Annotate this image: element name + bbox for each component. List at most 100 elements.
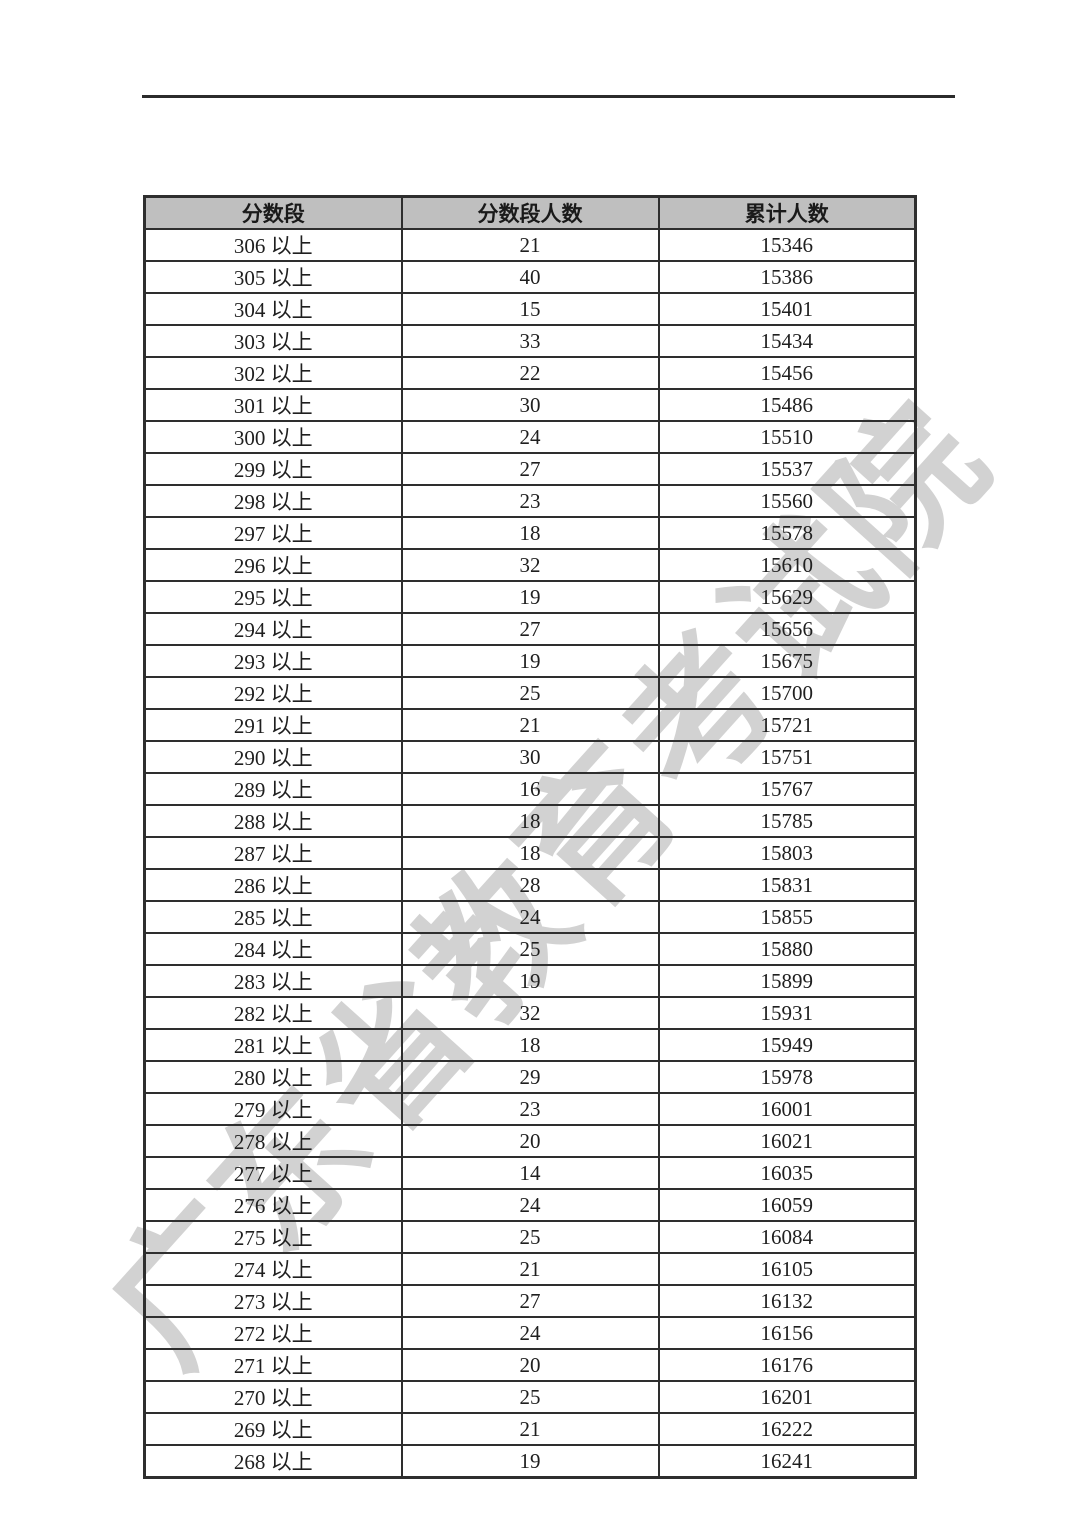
table-row: 295 以上 19 15629 <box>143 580 917 614</box>
cell-cumulative-count: 15899 <box>657 964 917 998</box>
cell-score-band: 287 以上 <box>143 836 403 870</box>
table-row: 281 以上 18 15949 <box>143 1028 917 1062</box>
cell-cumulative-count: 15700 <box>657 676 917 710</box>
table-row: 277 以上 14 16035 <box>143 1156 917 1190</box>
cell-score-band: 296 以上 <box>143 548 403 582</box>
table-row: 279 以上 23 16001 <box>143 1092 917 1126</box>
header-score-band: 分数段 <box>143 195 403 230</box>
cell-score-band: 290 以上 <box>143 740 403 774</box>
table-row: 306 以上 21 15346 <box>143 228 917 262</box>
table-row: 282 以上 32 15931 <box>143 996 917 1030</box>
cell-cumulative-count: 15855 <box>657 900 917 934</box>
cell-cumulative-count: 15751 <box>657 740 917 774</box>
table-row: 275 以上 25 16084 <box>143 1220 917 1254</box>
table-row: 301 以上 30 15486 <box>143 388 917 422</box>
cell-band-count: 25 <box>400 1220 660 1254</box>
cell-cumulative-count: 15578 <box>657 516 917 550</box>
cell-band-count: 25 <box>400 1380 660 1414</box>
cell-cumulative-count: 15656 <box>657 612 917 646</box>
cell-cumulative-count: 15831 <box>657 868 917 902</box>
cell-score-band: 306 以上 <box>143 228 403 262</box>
table-row: 294 以上 27 15656 <box>143 612 917 646</box>
cell-score-band: 299 以上 <box>143 452 403 486</box>
table-row: 278 以上 20 16021 <box>143 1124 917 1158</box>
cell-score-band: 277 以上 <box>143 1156 403 1190</box>
cell-cumulative-count: 16176 <box>657 1348 917 1382</box>
cell-score-band: 272 以上 <box>143 1316 403 1350</box>
cell-score-band: 284 以上 <box>143 932 403 966</box>
cell-score-band: 304 以上 <box>143 292 403 326</box>
cell-band-count: 18 <box>400 516 660 550</box>
table-row: 285 以上 24 15855 <box>143 900 917 934</box>
cell-cumulative-count: 15721 <box>657 708 917 742</box>
cell-score-band: 268 以上 <box>143 1444 403 1479</box>
cell-score-band: 282 以上 <box>143 996 403 1030</box>
cell-band-count: 24 <box>400 900 660 934</box>
cell-band-count: 19 <box>400 964 660 998</box>
table-row: 276 以上 24 16059 <box>143 1188 917 1222</box>
header-cumulative-count: 累计人数 <box>657 195 917 230</box>
cell-cumulative-count: 15610 <box>657 548 917 582</box>
cell-cumulative-count: 16021 <box>657 1124 917 1158</box>
cell-score-band: 279 以上 <box>143 1092 403 1126</box>
table-row: 290 以上 30 15751 <box>143 740 917 774</box>
score-table-body: 306 以上 21 15346 305 以上 40 15386 304 以上 1… <box>143 228 917 1479</box>
cell-band-count: 33 <box>400 324 660 358</box>
cell-band-count: 28 <box>400 868 660 902</box>
cell-score-band: 305 以上 <box>143 260 403 294</box>
table-row: 280 以上 29 15978 <box>143 1060 917 1094</box>
cell-cumulative-count: 15386 <box>657 260 917 294</box>
cell-score-band: 286 以上 <box>143 868 403 902</box>
cell-band-count: 24 <box>400 420 660 454</box>
score-distribution-table: 分数段 分数段人数 累计人数 306 以上 21 15346 305 以上 40… <box>143 195 917 1479</box>
cell-cumulative-count: 15456 <box>657 356 917 390</box>
cell-score-band: 285 以上 <box>143 900 403 934</box>
cell-band-count: 19 <box>400 1444 660 1479</box>
cell-band-count: 24 <box>400 1188 660 1222</box>
table-row: 274 以上 21 16105 <box>143 1252 917 1286</box>
cell-band-count: 27 <box>400 452 660 486</box>
cell-band-count: 32 <box>400 548 660 582</box>
cell-cumulative-count: 16201 <box>657 1380 917 1414</box>
cell-cumulative-count: 15401 <box>657 292 917 326</box>
cell-score-band: 288 以上 <box>143 804 403 838</box>
table-row: 273 以上 27 16132 <box>143 1284 917 1318</box>
cell-score-band: 294 以上 <box>143 612 403 646</box>
cell-band-count: 19 <box>400 580 660 614</box>
table-row: 293 以上 19 15675 <box>143 644 917 678</box>
cell-band-count: 25 <box>400 676 660 710</box>
cell-band-count: 21 <box>400 1412 660 1446</box>
cell-band-count: 14 <box>400 1156 660 1190</box>
header-band-count: 分数段人数 <box>400 195 660 230</box>
cell-band-count: 23 <box>400 484 660 518</box>
table-header-row: 分数段 分数段人数 累计人数 <box>143 195 917 230</box>
cell-score-band: 300 以上 <box>143 420 403 454</box>
table-row: 292 以上 25 15700 <box>143 676 917 710</box>
cell-band-count: 16 <box>400 772 660 806</box>
cell-band-count: 30 <box>400 388 660 422</box>
cell-band-count: 19 <box>400 644 660 678</box>
cell-cumulative-count: 15346 <box>657 228 917 262</box>
cell-score-band: 291 以上 <box>143 708 403 742</box>
cell-score-band: 301 以上 <box>143 388 403 422</box>
cell-score-band: 293 以上 <box>143 644 403 678</box>
top-divider-line <box>142 95 955 98</box>
cell-score-band: 289 以上 <box>143 772 403 806</box>
cell-band-count: 18 <box>400 804 660 838</box>
cell-cumulative-count: 15880 <box>657 932 917 966</box>
table-row: 287 以上 18 15803 <box>143 836 917 870</box>
table-row: 286 以上 28 15831 <box>143 868 917 902</box>
cell-cumulative-count: 15560 <box>657 484 917 518</box>
cell-score-band: 280 以上 <box>143 1060 403 1094</box>
table-row: 291 以上 21 15721 <box>143 708 917 742</box>
cell-band-count: 21 <box>400 708 660 742</box>
cell-band-count: 21 <box>400 228 660 262</box>
cell-cumulative-count: 16059 <box>657 1188 917 1222</box>
cell-cumulative-count: 15978 <box>657 1060 917 1094</box>
cell-cumulative-count: 16241 <box>657 1444 917 1479</box>
table-row: 304 以上 15 15401 <box>143 292 917 326</box>
table-row: 269 以上 21 16222 <box>143 1412 917 1446</box>
cell-band-count: 20 <box>400 1124 660 1158</box>
cell-score-band: 270 以上 <box>143 1380 403 1414</box>
cell-score-band: 275 以上 <box>143 1220 403 1254</box>
